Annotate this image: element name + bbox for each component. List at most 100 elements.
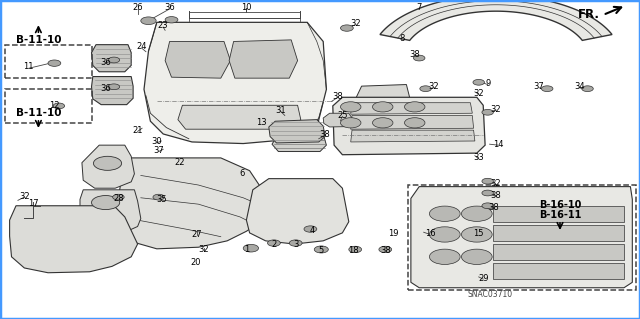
Text: SNAC03710: SNAC03710: [467, 290, 512, 299]
Text: 28: 28: [113, 194, 124, 203]
Text: 29: 29: [478, 274, 488, 283]
Text: 37: 37: [534, 82, 544, 91]
Circle shape: [473, 79, 484, 85]
Polygon shape: [323, 113, 352, 127]
Circle shape: [349, 246, 362, 253]
Text: 32: 32: [350, 19, 360, 28]
Text: 34: 34: [574, 82, 584, 91]
Polygon shape: [269, 120, 325, 143]
Circle shape: [243, 244, 259, 252]
Circle shape: [404, 118, 425, 128]
Text: 11: 11: [24, 63, 34, 71]
Circle shape: [461, 249, 492, 264]
Text: 16: 16: [425, 229, 435, 238]
Text: 3: 3: [293, 240, 298, 249]
Text: B-16-10: B-16-10: [539, 200, 581, 210]
Text: 9: 9: [485, 79, 490, 88]
Bar: [5, 89, 92, 123]
Text: 15: 15: [474, 229, 484, 238]
Polygon shape: [272, 134, 326, 152]
Circle shape: [404, 102, 425, 112]
Polygon shape: [493, 206, 624, 222]
Circle shape: [482, 190, 493, 196]
Text: 19: 19: [388, 229, 399, 238]
Text: 30: 30: [152, 137, 162, 146]
Text: 38: 38: [333, 92, 343, 101]
Circle shape: [304, 226, 317, 232]
Circle shape: [482, 203, 493, 209]
Text: 38: 38: [410, 50, 420, 59]
Text: 37: 37: [154, 146, 164, 155]
Text: 38: 38: [489, 204, 499, 212]
Text: 6: 6: [239, 169, 244, 178]
Circle shape: [48, 60, 61, 66]
Polygon shape: [144, 22, 326, 144]
Circle shape: [372, 102, 393, 112]
Polygon shape: [246, 179, 349, 244]
Polygon shape: [10, 206, 138, 273]
Text: 35: 35: [156, 195, 166, 204]
Circle shape: [289, 240, 302, 246]
Text: B-16-11: B-16-11: [539, 210, 581, 220]
Circle shape: [314, 246, 328, 253]
Text: 4: 4: [310, 226, 315, 235]
Circle shape: [429, 206, 460, 221]
Text: 36: 36: [164, 4, 175, 12]
Polygon shape: [351, 130, 475, 142]
Circle shape: [413, 55, 425, 61]
Polygon shape: [165, 41, 230, 78]
Circle shape: [429, 227, 460, 242]
Polygon shape: [493, 244, 624, 260]
Circle shape: [53, 103, 65, 109]
Text: 21: 21: [132, 126, 143, 135]
Text: 31: 31: [275, 106, 285, 115]
Text: 36: 36: [100, 84, 111, 93]
Circle shape: [541, 86, 553, 92]
Circle shape: [153, 194, 164, 200]
Polygon shape: [229, 40, 298, 78]
Circle shape: [141, 17, 156, 25]
Text: 36: 36: [100, 58, 111, 67]
Text: 7: 7: [417, 3, 422, 11]
Text: 17: 17: [28, 199, 38, 208]
Text: 5: 5: [319, 246, 324, 255]
Text: 24: 24: [137, 42, 147, 51]
Polygon shape: [118, 158, 272, 249]
Text: 33: 33: [474, 153, 484, 162]
Circle shape: [108, 57, 120, 63]
Bar: [408, 185, 636, 290]
Circle shape: [92, 196, 120, 210]
Polygon shape: [92, 77, 133, 105]
Polygon shape: [351, 115, 474, 129]
Circle shape: [461, 227, 492, 242]
Polygon shape: [380, 0, 612, 41]
Polygon shape: [493, 225, 624, 241]
Text: 32: 32: [19, 192, 29, 201]
Circle shape: [113, 194, 124, 200]
Circle shape: [340, 118, 361, 128]
Polygon shape: [178, 105, 301, 129]
Text: 25: 25: [337, 111, 348, 120]
Circle shape: [108, 84, 120, 90]
Text: 8: 8: [399, 34, 404, 43]
Circle shape: [340, 25, 353, 31]
Text: 20: 20: [190, 258, 200, 267]
Circle shape: [372, 118, 393, 128]
Circle shape: [582, 86, 593, 92]
Text: 2: 2: [271, 240, 276, 249]
Text: 10: 10: [241, 4, 252, 12]
Text: 38: 38: [320, 130, 330, 139]
Text: 1: 1: [244, 245, 249, 254]
Circle shape: [340, 102, 361, 112]
Bar: [5, 45, 92, 78]
Text: 32: 32: [491, 105, 501, 114]
Polygon shape: [82, 145, 134, 188]
Circle shape: [482, 178, 493, 184]
Text: 12: 12: [49, 101, 60, 110]
Text: 22: 22: [174, 158, 184, 167]
Polygon shape: [493, 263, 624, 279]
Polygon shape: [356, 85, 410, 106]
Circle shape: [379, 246, 392, 253]
Circle shape: [165, 17, 178, 23]
Circle shape: [93, 156, 122, 170]
